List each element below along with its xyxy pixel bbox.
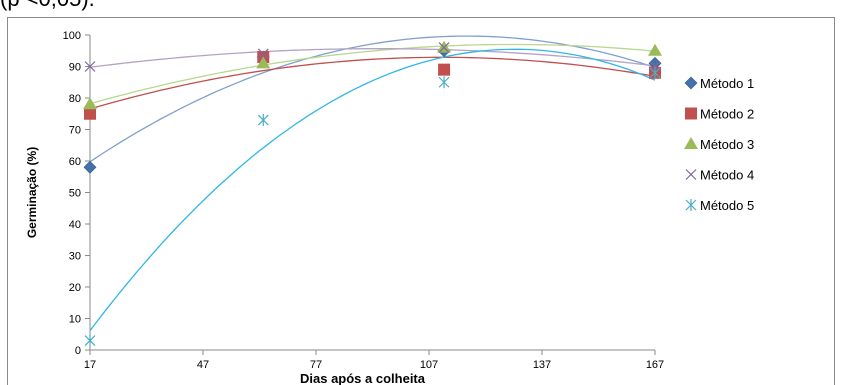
trendline-series-3 <box>89 43 656 105</box>
y-tick-label: 10 <box>69 314 81 326</box>
y-tick-label: 70 <box>69 125 81 137</box>
x-tick-label: 47 <box>197 359 209 371</box>
y-axis-title: Germinação (%) <box>25 147 39 238</box>
legend-marker-series-3 <box>684 137 698 149</box>
legend-marker-series-4 <box>685 169 697 180</box>
trendline-series-5 <box>89 48 656 332</box>
data-point-series-2 <box>438 63 451 76</box>
legend-marker-series-5 <box>685 199 697 211</box>
legend-label-series-5: Método 5 <box>700 198 754 213</box>
x-tick-label: 107 <box>420 359 438 371</box>
data-point-series-5 <box>257 114 269 127</box>
data-point-series-5 <box>649 66 661 79</box>
legend-label-series-3: Método 3 <box>700 137 754 152</box>
legend-label-series-4: Método 4 <box>700 168 754 183</box>
data-point-series-5 <box>438 76 450 89</box>
y-tick-label: 90 <box>69 62 81 74</box>
data-point-series-3 <box>648 43 662 56</box>
trendline-series-1 <box>89 35 656 163</box>
caption-fragment: (p <0,05). <box>0 0 95 12</box>
data-point-series-4 <box>84 61 96 72</box>
y-tick-label: 0 <box>75 345 81 357</box>
data-point-series-5 <box>84 334 96 347</box>
data-point-series-4 <box>438 42 450 54</box>
data-point-series-3 <box>437 40 452 53</box>
legend-marker-series-2 <box>685 107 697 120</box>
y-tick-label: 50 <box>69 188 81 200</box>
x-tick-label: 137 <box>533 359 551 371</box>
x-tick-label: 17 <box>84 359 96 371</box>
x-tick-label: 77 <box>310 359 322 371</box>
legend-label-series-1: Método 1 <box>700 76 754 91</box>
legend-marker-series-1 <box>684 76 698 90</box>
data-point-series-3 <box>83 97 97 110</box>
y-tick-label: 30 <box>69 251 81 263</box>
chart-frame <box>7 17 835 385</box>
y-tick-label: 60 <box>69 156 81 168</box>
legend-label-series-2: Método 2 <box>700 107 754 122</box>
x-tick-label: 167 <box>646 359 664 371</box>
trendline-series-4 <box>89 48 656 68</box>
y-tick-label: 100 <box>63 30 81 42</box>
trendline-series-2 <box>89 56 656 110</box>
x-axis-title: Dias após a colheita <box>300 371 426 385</box>
data-point-series-3 <box>256 56 271 69</box>
data-point-series-1 <box>83 160 97 174</box>
y-tick-label: 80 <box>69 93 81 105</box>
y-tick-label: 20 <box>69 282 81 294</box>
data-point-series-4 <box>257 48 269 60</box>
data-point-series-2 <box>84 107 96 120</box>
y-tick-label: 40 <box>69 219 81 231</box>
